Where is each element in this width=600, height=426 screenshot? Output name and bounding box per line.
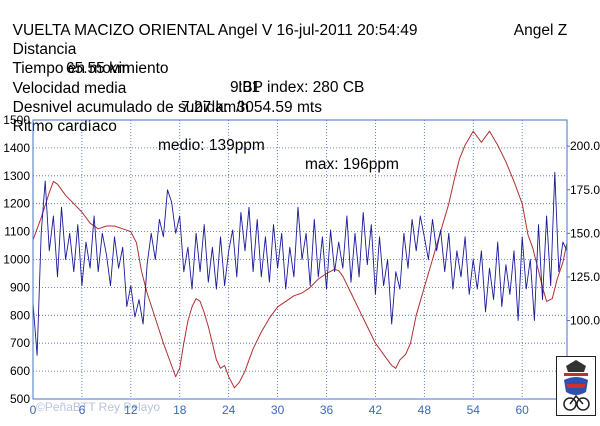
ibp-index: IBP index: 280 CB [238, 79, 365, 96]
rider-label: Angel Z [513, 22, 568, 39]
y-left-tick-label: 800 [10, 308, 30, 322]
ascent-text: Desnivel acumulado de subida: 3054.59 mt… [12, 99, 322, 116]
distance-label: Distancia [12, 41, 77, 58]
x-tick-label: 48 [418, 403, 432, 417]
y-right-tick-label: 200.0 [570, 139, 600, 153]
heart-rate-max: max: 196ppm [305, 156, 399, 173]
heart-rate-line [32, 171, 568, 356]
x-tick-label: 54 [467, 403, 481, 417]
title-line: VUELTA MACIZO ORIENTAL Angel V 16-jul-20… [4, 2, 418, 40]
plot-frame [32, 119, 568, 400]
grid [32, 119, 568, 400]
avg-speed-line: Velocidad media 7.27 km/h [4, 60, 249, 117]
x-tick-label: 12 [124, 403, 138, 417]
series [32, 130, 568, 389]
moving-time-label: Tiempo en movimiento [12, 60, 169, 77]
club-logo [556, 356, 596, 416]
x-tick-label: 60 [515, 403, 529, 417]
y-left-tick-label: 900 [10, 280, 30, 294]
distance-line: Distancia 65.55 km IBP index: 280 CB [4, 21, 365, 97]
y-right-tick-label: 100.0 [570, 314, 600, 328]
altitude-line [32, 130, 568, 389]
moving-time-line: Tiempo en movimiento 9:01 [4, 40, 260, 97]
moving-time-value: 9:01 [230, 79, 261, 96]
x-tick-label: 18 [173, 403, 187, 417]
y-left-tick-label: 1300 [3, 169, 30, 183]
rider-name: Angel Z [506, 2, 567, 40]
y-right-tick-label: 175.0 [570, 183, 600, 197]
avg-speed-label: Velocidad media [12, 80, 127, 97]
x-tick-label: 36 [320, 403, 334, 417]
y-left-tick-label: 1000 [3, 253, 30, 267]
avg-speed-value: 7.27 km/h [181, 99, 250, 116]
ascent-line: Desnivel acumulado de subida: 3054.59 mt… [4, 79, 322, 117]
heart-rate-avg: medio: 139ppm [158, 137, 265, 154]
y-left-tick-label: 1100 [4, 225, 30, 239]
watermark: ©PeñaBTT Rey Pelayo [36, 400, 160, 414]
x-tick-label: 6 [79, 403, 86, 417]
x-tick-label: 24 [222, 403, 236, 417]
left-axis: 500 600 700 800 900 1000 1100 1200 1300 1400 1500 [3, 113, 30, 406]
ride-title: VUELTA MACIZO ORIENTAL Angel V 16-jul-20… [12, 22, 418, 39]
y-left-tick-label: 500 [10, 392, 30, 406]
y-left-tick-label: 600 [10, 364, 30, 378]
y-left-tick-label: 700 [10, 336, 30, 350]
y-right-tick-label: 150.0 [570, 226, 600, 240]
y-left-tick-label: 1400 [3, 141, 30, 155]
y-left-tick-label: 1200 [3, 197, 30, 211]
distance-value: 65.55 km [66, 60, 130, 77]
x-tick-label: 42 [369, 403, 383, 417]
y-left-tick-label: 1500 [3, 113, 30, 127]
y-right-tick-label: 125.0 [570, 270, 600, 284]
x-tick-label: 30 [271, 403, 285, 417]
x-tick-label: 0 [30, 403, 37, 417]
